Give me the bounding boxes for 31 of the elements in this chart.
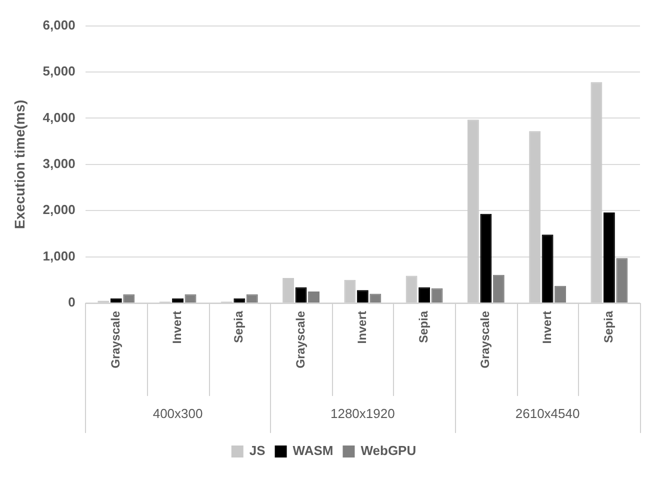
y-tick-label: 3,000	[42, 156, 76, 171]
legend-label: WebGPU	[360, 443, 416, 458]
x-tick-label: Sepia	[602, 310, 616, 344]
text: 2610x4540	[515, 406, 580, 422]
bar	[234, 298, 246, 302]
x-tick-label: Invert	[540, 311, 554, 344]
bar	[603, 212, 615, 302]
x-tick-label: Sepia	[232, 310, 246, 344]
text: 1280x1920	[330, 406, 395, 422]
y-tick-label: 5,000	[42, 64, 76, 79]
y-axis-title: Execution time(ms)	[11, 100, 28, 229]
y-tick-label: 2,000	[42, 202, 76, 218]
y-tick-label: 4,000	[42, 110, 76, 125]
x-tick-label: Invert	[170, 311, 184, 344]
bar	[542, 234, 554, 302]
x-tick-label: Grayscale	[293, 310, 308, 368]
x-tick-label: Invert	[354, 311, 369, 344]
text: 400x300	[152, 406, 203, 422]
x-tick-label: Grayscale	[478, 310, 492, 368]
bar	[110, 298, 122, 302]
x-tick-label: Grayscale	[108, 310, 122, 368]
bar	[616, 258, 628, 302]
legend-label: WASM	[292, 443, 334, 458]
y-tick-label: 6,000	[42, 17, 76, 32]
bar	[172, 298, 184, 302]
bar	[480, 214, 492, 302]
y-tick-label: 0	[68, 294, 76, 310]
y-tick-label: 1,000	[42, 248, 76, 264]
x-tick-label: Sepia	[416, 310, 431, 344]
legend-label: JS	[249, 443, 266, 458]
bar	[492, 274, 504, 302]
